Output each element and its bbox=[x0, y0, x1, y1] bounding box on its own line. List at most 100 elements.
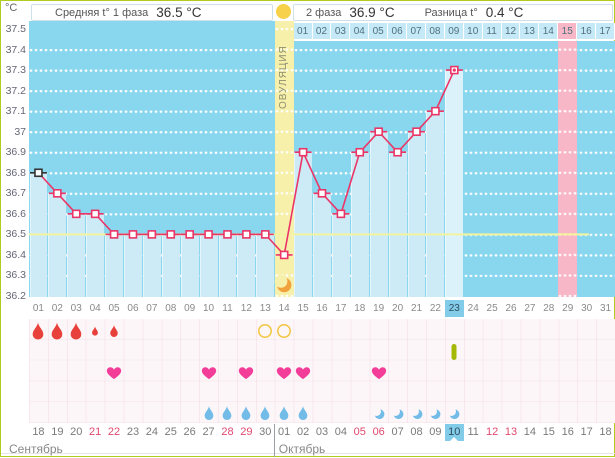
temperature-marker[interactable] bbox=[412, 127, 421, 136]
date-cell[interactable]: 25 bbox=[164, 426, 177, 438]
temperature-day-column[interactable] bbox=[218, 234, 237, 297]
temperature-marker[interactable] bbox=[355, 147, 365, 157]
temperature-day-column[interactable] bbox=[67, 213, 86, 297]
cycle-day-cell[interactable]: 23 bbox=[444, 300, 464, 317]
cycle-day-cell[interactable]: 03 bbox=[70, 303, 82, 314]
temperature-day-column[interactable] bbox=[445, 70, 464, 297]
temperature-marker[interactable] bbox=[109, 230, 119, 239]
cycle-day-cell[interactable]: 26 bbox=[505, 303, 517, 314]
phase2-day-cell[interactable]: 02 bbox=[312, 23, 332, 40]
date-cell[interactable]: 14 bbox=[523, 426, 537, 438]
cycle-day-cell[interactable]: 10 bbox=[203, 303, 215, 314]
cycle-day-cell[interactable]: 13 bbox=[259, 303, 271, 314]
phase2-day-cell[interactable]: 17 bbox=[596, 23, 615, 40]
date-cell[interactable]: 28 bbox=[221, 426, 234, 438]
temperature-day-column[interactable] bbox=[29, 172, 48, 297]
cycle-day-cell[interactable]: 02 bbox=[51, 303, 63, 314]
temperature-day-column[interactable] bbox=[237, 234, 256, 297]
temperature-day-column[interactable] bbox=[48, 193, 67, 297]
temperature-day-column[interactable] bbox=[369, 131, 388, 297]
cycle-day-cell[interactable]: 09 bbox=[184, 303, 196, 314]
temperature-marker[interactable] bbox=[128, 230, 138, 239]
phase2-day-cell[interactable]: 10 bbox=[463, 23, 483, 40]
temperature-day-column[interactable] bbox=[199, 234, 218, 297]
phase2-day-cell[interactable]: 14 bbox=[539, 23, 559, 40]
temperature-marker[interactable] bbox=[393, 147, 402, 157]
date-cell[interactable]: 17 bbox=[580, 426, 593, 438]
temperature-marker[interactable] bbox=[260, 230, 270, 239]
date-cell[interactable]: 15 bbox=[542, 426, 555, 438]
cycle-day-cell[interactable]: 18 bbox=[354, 303, 366, 314]
temperature-day-column[interactable] bbox=[350, 152, 369, 297]
cycle-day-cell[interactable]: 24 bbox=[467, 303, 479, 314]
date-cell[interactable]: 08 bbox=[410, 426, 423, 438]
cycle-day-cell[interactable]: 27 bbox=[524, 303, 536, 314]
phase2-day-cell[interactable]: 09 bbox=[444, 23, 464, 40]
temperature-day-column[interactable] bbox=[180, 234, 199, 297]
date-cell[interactable]: 26 bbox=[183, 426, 196, 438]
temperature-day-column[interactable] bbox=[294, 152, 313, 297]
date-cell[interactable]: 29 bbox=[240, 426, 253, 438]
date-cell[interactable]: 09 bbox=[429, 426, 442, 438]
cycle-day-cell[interactable]: 25 bbox=[486, 303, 498, 314]
date-cell[interactable]: 07 bbox=[391, 426, 404, 438]
date-cell[interactable]: 23 bbox=[126, 426, 140, 438]
cycle-day-cell[interactable]: 17 bbox=[335, 303, 347, 314]
temperature-marker[interactable] bbox=[317, 189, 327, 198]
temperature-day-column[interactable] bbox=[426, 111, 445, 297]
temperature-day-column[interactable] bbox=[388, 152, 407, 297]
cycle-day-cell[interactable]: 16 bbox=[316, 303, 328, 314]
temperature-marker[interactable] bbox=[53, 189, 62, 198]
temperature-marker[interactable] bbox=[204, 230, 213, 239]
date-cell[interactable]: 20 bbox=[70, 426, 83, 438]
phase2-day-cell[interactable]: 05 bbox=[369, 23, 389, 40]
cycle-day-cell[interactable]: 29 bbox=[562, 303, 574, 314]
phase2-day-cell[interactable]: 08 bbox=[425, 23, 445, 40]
temperature-marker[interactable] bbox=[431, 106, 440, 116]
cycle-day-cell[interactable]: 21 bbox=[410, 303, 423, 314]
phase2-day-cell[interactable]: 06 bbox=[388, 23, 408, 40]
temperature-day-column[interactable] bbox=[256, 234, 275, 297]
temperature-day-column[interactable] bbox=[124, 234, 142, 297]
phase2-day-cell[interactable]: 12 bbox=[501, 23, 521, 40]
date-cell[interactable]: 30 bbox=[259, 426, 272, 438]
phase2-day-cell[interactable]: 16 bbox=[577, 23, 597, 40]
temperature-marker[interactable] bbox=[242, 230, 251, 239]
phase2-day-cell[interactable]: 13 bbox=[520, 23, 540, 40]
cycle-day-cell[interactable]: 28 bbox=[543, 303, 555, 314]
temperature-day-column[interactable] bbox=[407, 131, 426, 297]
date-cell[interactable]: 27 bbox=[202, 426, 215, 438]
cycle-day-cell[interactable]: 30 bbox=[581, 303, 593, 314]
cycle-day-cell[interactable]: 11 bbox=[222, 303, 233, 314]
cycle-day-cell[interactable]: 19 bbox=[373, 303, 385, 314]
date-cell[interactable]: 06 bbox=[372, 426, 385, 438]
date-cell[interactable]: 24 bbox=[145, 426, 158, 438]
phase2-day-cell[interactable]: 04 bbox=[350, 23, 370, 40]
temperature-marker[interactable] bbox=[223, 230, 232, 239]
date-cell[interactable]: 03 bbox=[315, 426, 329, 438]
date-cell[interactable]: 01 bbox=[278, 426, 291, 438]
date-cell[interactable]: 21 bbox=[89, 426, 102, 438]
cycle-day-cell[interactable]: 06 bbox=[127, 303, 139, 314]
date-cell[interactable]: 10 bbox=[444, 424, 464, 441]
date-cell[interactable]: 12 bbox=[485, 426, 499, 438]
cycle-day-cell[interactable]: 22 bbox=[429, 303, 441, 314]
date-cell[interactable]: 02 bbox=[296, 426, 310, 438]
date-cell[interactable]: 18 bbox=[599, 426, 612, 438]
date-cell[interactable]: 22 bbox=[107, 426, 121, 438]
cycle-day-cell[interactable]: 20 bbox=[392, 303, 404, 314]
cycle-day-cell[interactable]: 08 bbox=[165, 303, 177, 314]
temperature-day-column[interactable] bbox=[142, 234, 161, 297]
date-cell[interactable]: 05 bbox=[353, 426, 366, 438]
date-cell[interactable]: 16 bbox=[561, 426, 574, 438]
cycle-day-cell[interactable]: 14 bbox=[278, 303, 290, 314]
phase2-day-cell[interactable]: 01 bbox=[293, 23, 313, 40]
temperature-day-column[interactable] bbox=[161, 234, 180, 297]
cycle-day-cell[interactable]: 04 bbox=[89, 303, 101, 314]
phase2-day-cell[interactable]: 03 bbox=[331, 23, 351, 40]
date-cell[interactable]: 13 bbox=[504, 426, 518, 438]
date-cell[interactable]: 19 bbox=[51, 426, 64, 438]
temperature-marker[interactable] bbox=[279, 250, 289, 260]
temperature-marker[interactable] bbox=[298, 147, 308, 157]
temperature-marker[interactable] bbox=[166, 230, 176, 239]
